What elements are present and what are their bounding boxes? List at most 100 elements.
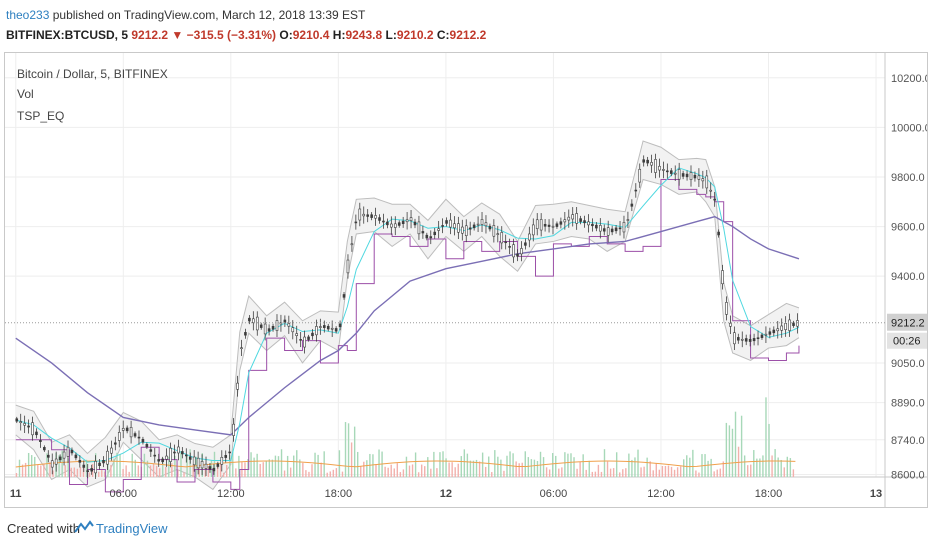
volume-bar	[786, 456, 789, 477]
volume-bar	[600, 471, 603, 477]
volume-bar	[128, 471, 130, 477]
volume-bar	[460, 456, 462, 477]
candle-body	[638, 168, 642, 183]
volume-bar	[500, 459, 502, 477]
candle-body	[737, 337, 740, 341]
candle-body	[740, 338, 744, 341]
candle-body	[618, 227, 622, 230]
candle-body	[330, 327, 334, 330]
candle-body	[315, 326, 318, 336]
candle-body	[338, 323, 342, 328]
volume-bar	[551, 453, 554, 477]
volume-bar	[451, 462, 453, 477]
volume-bar	[296, 450, 298, 477]
candle-body	[705, 175, 709, 189]
indicator-legend[interactable]: TSP_EQ	[17, 109, 65, 123]
volume-bar	[463, 449, 466, 477]
volume-bar	[564, 452, 566, 477]
x-tick-label: 06:00	[540, 488, 568, 500]
candle-body	[579, 218, 582, 222]
candle-body	[788, 319, 791, 331]
volume-bar	[536, 460, 539, 477]
volume-bar	[591, 471, 594, 477]
candle-body	[70, 449, 74, 454]
last-price: 9212.2	[131, 28, 169, 42]
volume-bar	[283, 470, 286, 477]
volume-bar	[104, 471, 106, 477]
price-chart[interactable]: 10200.0 10000.0 9800.0 9600.0 9400.0 9212.2 00…	[5, 53, 927, 507]
volume-bar	[149, 465, 152, 477]
x-tick-label: 12:00	[217, 488, 245, 500]
volume-bar	[46, 453, 48, 477]
candle-body	[642, 159, 645, 163]
bollinger-band-fill	[15, 141, 799, 490]
candle-body	[54, 458, 58, 465]
volume-bar	[558, 468, 560, 477]
candle-body	[606, 227, 610, 236]
footer: Created with TradingView	[0, 508, 932, 550]
candle-body	[283, 319, 287, 323]
candle-body	[204, 463, 208, 469]
candle-body	[654, 159, 657, 173]
candle-body	[346, 259, 350, 274]
volume-bar	[527, 457, 530, 477]
volume-bar	[634, 457, 636, 477]
volume-bar	[448, 462, 450, 477]
high-label: H:	[332, 28, 346, 42]
candle-body	[464, 225, 468, 236]
candle-body	[62, 451, 66, 459]
volume-bar	[615, 452, 618, 477]
candle-body	[461, 226, 464, 234]
series-legend[interactable]: Bitcoin / Dollar, 5, BITFINEX	[17, 67, 168, 81]
candle-body	[535, 219, 539, 229]
vol-legend[interactable]: Vol	[17, 87, 34, 101]
volume-bar	[186, 454, 188, 477]
volume-bar	[542, 457, 545, 477]
candle-body	[744, 338, 748, 342]
close-label: C:	[436, 28, 450, 42]
volume-bar	[213, 451, 216, 477]
tradingview-brand-link[interactable]: TradingView	[96, 521, 168, 536]
volume-bar	[622, 469, 624, 477]
candle-body	[354, 221, 358, 224]
volume-bar	[655, 463, 657, 477]
candle-body	[114, 442, 117, 445]
volume-bar	[15, 473, 18, 477]
candle-body	[630, 203, 634, 207]
candle-body	[133, 433, 137, 437]
tradingview-logo-icon[interactable]	[74, 520, 94, 534]
volume-bar	[98, 471, 100, 477]
y-tick-label: 8740.0	[891, 435, 925, 447]
volume-bar	[305, 470, 307, 477]
candle-body	[697, 175, 701, 180]
close-value: 9212.2	[449, 28, 487, 42]
candle-body	[669, 170, 673, 174]
volume-bar	[235, 468, 237, 477]
chart-area[interactable]: 10200.0 10000.0 9800.0 9600.0 9400.0 9212.2 00…	[4, 52, 928, 508]
candle-body	[677, 169, 681, 180]
volume-bar	[134, 459, 136, 477]
volume-bar	[219, 464, 222, 477]
candle-body	[784, 323, 787, 330]
candle-body	[551, 225, 555, 228]
volume-bar	[110, 464, 112, 477]
candle-body	[129, 427, 133, 438]
volume-bar	[570, 453, 572, 477]
volume-bar	[417, 472, 420, 477]
candle-body	[488, 225, 492, 230]
candle-body	[78, 459, 82, 463]
volume-bar	[728, 425, 731, 477]
candle-body	[713, 198, 716, 201]
slow-ma-line	[15, 215, 800, 436]
high-value: 9243.8	[345, 28, 383, 42]
candle-body	[602, 228, 606, 232]
volume-bar	[378, 449, 380, 477]
author-link[interactable]: theo233	[6, 8, 50, 22]
volume-bar	[198, 466, 200, 477]
candle-body	[626, 219, 630, 221]
volume-bar	[308, 471, 310, 477]
candle-body	[287, 323, 291, 327]
candle-body	[457, 223, 460, 233]
candle-body	[358, 208, 362, 221]
volume-bar	[792, 469, 795, 477]
